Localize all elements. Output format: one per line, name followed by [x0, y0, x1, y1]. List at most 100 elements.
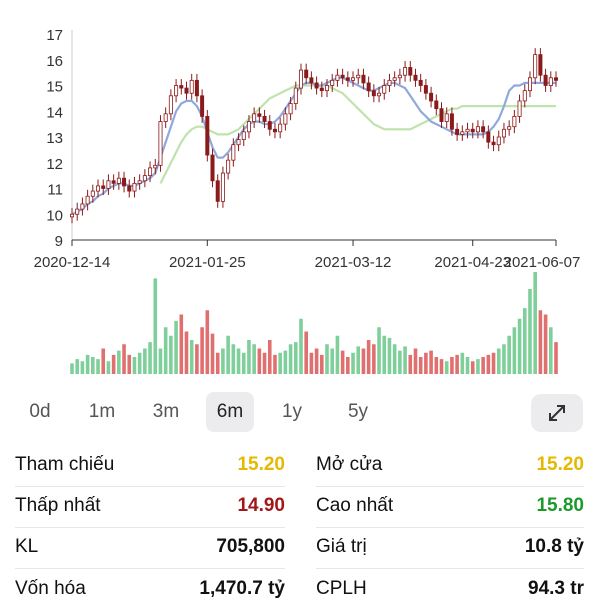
candle-body: [80, 203, 85, 210]
y-tick-label: 17: [46, 27, 63, 44]
x-axis: 2020-12-14 2021-01-25 2021-03-12 2021-04-23…: [34, 239, 581, 271]
candles: [70, 48, 559, 224]
candle-body: [403, 67, 408, 76]
shares-value: 94.3 tr: [528, 578, 584, 599]
candle-body: [330, 79, 335, 86]
candle-body: [70, 213, 75, 218]
candle-body: [236, 139, 241, 146]
volume-bar: [320, 354, 324, 374]
candle-body: [491, 141, 496, 146]
stats-row-capitalization: Vốn hóa 1,470.7 tỷ CPLH 94.3 tr: [0, 570, 600, 612]
volume-bar: [111, 354, 116, 374]
volume-bar: [351, 352, 355, 374]
open-value: 15.20: [536, 454, 584, 475]
volume-bar: [267, 340, 272, 374]
divider: [316, 568, 584, 569]
market-cap-value: 1,470.7 tỷ: [199, 578, 285, 599]
stats-row-reference: Tham chiếu 15.20 Mở cửa 15.20: [0, 446, 600, 488]
candle-body: [387, 79, 392, 86]
candle-body: [325, 85, 330, 92]
expand-icon: [549, 405, 565, 421]
candle-body: [371, 90, 376, 97]
candle-body: [267, 121, 272, 130]
volume-bar: [424, 352, 428, 374]
volume-bar: [184, 331, 189, 374]
volume-bar: [533, 272, 537, 374]
y-tick-label: 15: [46, 79, 63, 96]
open-label: Mở cửa: [316, 454, 383, 475]
volume-bars: [70, 272, 558, 374]
candle-body: [319, 87, 324, 92]
volume-bar: [403, 346, 407, 374]
volume-bar: [460, 352, 465, 374]
candle-body: [486, 131, 491, 143]
candle-body: [241, 131, 246, 140]
volume-bar: [273, 354, 277, 374]
volume-bar: [554, 342, 558, 374]
value-value: 10.8 tỷ: [524, 536, 584, 557]
range-1y[interactable]: 1y: [281, 401, 303, 422]
candle-body: [361, 74, 366, 84]
volume-bar: [413, 348, 418, 374]
volume-bar: [153, 278, 158, 374]
volume-bar: [356, 346, 361, 374]
range-3m[interactable]: 3m: [152, 401, 180, 422]
volume-bar: [522, 308, 527, 374]
volume-bar: [283, 350, 288, 374]
candle-body: [340, 74, 345, 79]
value-label: Giá trị: [316, 536, 367, 557]
volume-bar: [325, 344, 329, 374]
candle-body: [210, 154, 215, 182]
candle-body: [226, 159, 231, 174]
volume-bar: [543, 314, 548, 374]
volume-bar: [309, 352, 314, 374]
candle-body: [101, 185, 106, 189]
candle-body: [189, 79, 194, 94]
divider: [15, 527, 285, 528]
range-6m[interactable]: 6m: [206, 392, 254, 432]
volume-bar: [288, 344, 293, 374]
volume-bar: [481, 357, 485, 374]
range-1m[interactable]: 1m: [88, 401, 116, 422]
candle-body: [465, 128, 470, 133]
volume-bar: [127, 354, 132, 374]
volume-bar: [392, 344, 397, 374]
candle-body: [507, 126, 512, 130]
candle-body: [174, 85, 179, 97]
volume-bar: [122, 344, 126, 374]
volume-bar: [195, 344, 199, 374]
volume-bar: [470, 361, 475, 374]
ma-short-line: [71, 76, 556, 216]
candle-body: [158, 121, 163, 166]
volume-bar: [528, 289, 532, 374]
range-0d[interactable]: 0d: [29, 401, 51, 422]
candle-body: [215, 180, 220, 202]
candle-body: [246, 121, 251, 133]
y-tick-label: 11: [47, 182, 63, 199]
expand-button[interactable]: [531, 394, 583, 432]
candle-body: [522, 90, 527, 102]
volume-bar: [262, 352, 267, 374]
candle-body: [293, 87, 298, 104]
candle-body: [220, 172, 225, 202]
volume-bar: [221, 348, 225, 374]
volume-bar: [382, 335, 387, 374]
ma-short-path: [71, 76, 556, 216]
market-cap-label: Vốn hóa: [15, 578, 86, 599]
volume-bar: [189, 340, 194, 374]
divider: [316, 527, 584, 528]
candle-body: [356, 74, 361, 79]
volume-bar: [548, 327, 553, 374]
candle-body: [111, 180, 116, 184]
x-tick-label: 2021-06-07: [504, 254, 581, 271]
volume-bar: [299, 318, 303, 374]
volume-bar: [455, 354, 459, 374]
volume-bar: [106, 361, 111, 374]
candle-body: [413, 74, 418, 81]
range-5y[interactable]: 5y: [347, 401, 369, 422]
high-value: 15.80: [536, 495, 584, 516]
volume-bar: [398, 350, 402, 374]
volume-bar: [450, 357, 454, 374]
y-tick-label: 12: [46, 156, 63, 173]
